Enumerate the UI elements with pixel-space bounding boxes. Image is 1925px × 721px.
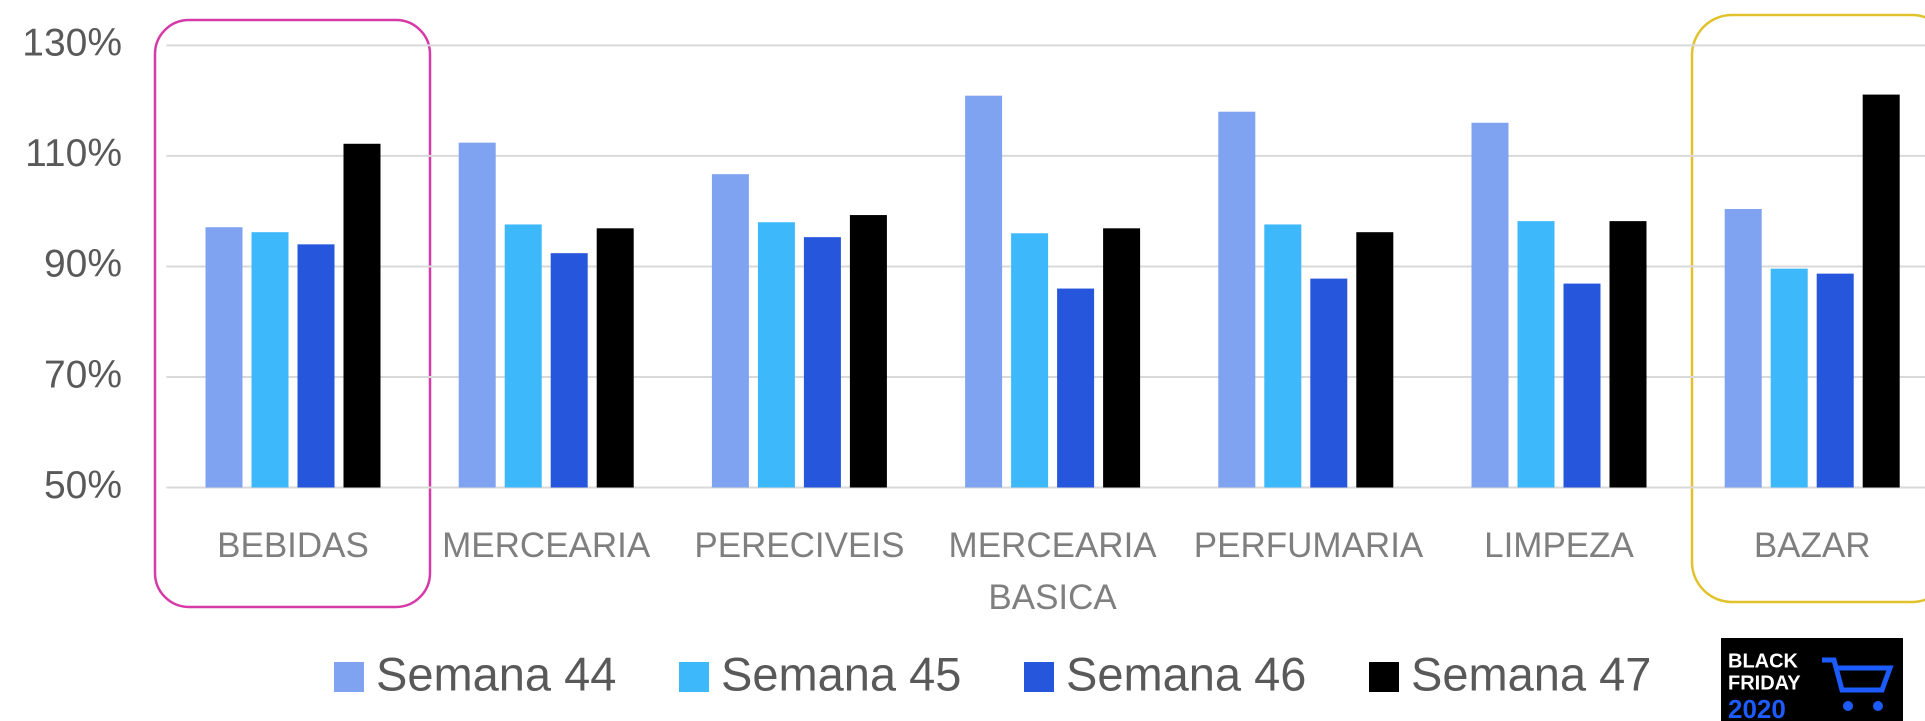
y-tick-label: 110%	[25, 132, 122, 175]
bar	[711, 174, 749, 488]
x-tick-label: BEBIDAS	[217, 526, 369, 565]
bar	[1862, 94, 1900, 488]
legend-label: Semana 45	[721, 647, 961, 700]
bar	[803, 237, 841, 488]
bar	[596, 228, 634, 488]
bar	[1218, 111, 1256, 488]
cart-icon	[1873, 701, 1883, 711]
bar	[1816, 273, 1854, 488]
bar	[205, 227, 243, 488]
x-tick-label: MERCEARIA BASICA	[948, 526, 1157, 617]
y-tick-label: 50%	[44, 464, 122, 507]
bar	[1103, 228, 1141, 488]
x-tick-label: PERFUMARIA	[1193, 526, 1424, 565]
bar	[965, 95, 1003, 488]
badge: BLACK FRIDAY 2020	[1721, 638, 1903, 721]
y-tick-label: 130%	[22, 22, 122, 65]
x-tick-label: BAZAR	[1753, 526, 1871, 565]
legend-label: Semana 46	[1066, 647, 1306, 700]
badge-text: 2020	[1728, 694, 1786, 721]
cart-icon	[1843, 701, 1853, 711]
highlight-box	[1690, 13, 1925, 604]
x-tick-label: PERECIVEIS	[694, 526, 905, 565]
bar	[1264, 224, 1302, 488]
legend-swatch	[1024, 662, 1054, 692]
cart-icon	[1822, 657, 1894, 693]
bar	[1011, 233, 1049, 488]
bar	[550, 253, 588, 488]
legend-label: Semana 47	[1411, 647, 1651, 700]
badge-bg	[1721, 638, 1903, 721]
badge-text: FRIDAY	[1728, 672, 1801, 694]
bar	[1724, 208, 1762, 488]
bar	[251, 232, 289, 488]
bar	[1609, 221, 1647, 488]
bar	[297, 244, 335, 488]
bar	[1770, 268, 1808, 488]
x-tick-label: LIMPEZA	[1484, 526, 1634, 565]
bar	[504, 224, 542, 488]
bar	[343, 143, 381, 488]
legend-swatch	[334, 662, 364, 692]
badge-text: BLACK	[1728, 650, 1799, 672]
bar	[1517, 221, 1555, 488]
bar	[1563, 283, 1601, 488]
y-tick-label: 70%	[44, 353, 122, 396]
highlight-box	[153, 18, 432, 609]
legend-swatch	[1369, 662, 1399, 692]
x-tick-label: MERCEARIA	[442, 526, 651, 565]
bar	[1356, 232, 1394, 488]
bar	[1471, 122, 1509, 488]
y-tick-label: 90%	[44, 243, 122, 286]
bar	[757, 222, 795, 488]
legend-swatch	[679, 662, 709, 692]
bar	[849, 215, 887, 488]
bar	[1310, 278, 1348, 488]
bar	[1057, 288, 1095, 488]
legend-label: Semana 44	[376, 647, 616, 700]
bar	[458, 142, 496, 488]
